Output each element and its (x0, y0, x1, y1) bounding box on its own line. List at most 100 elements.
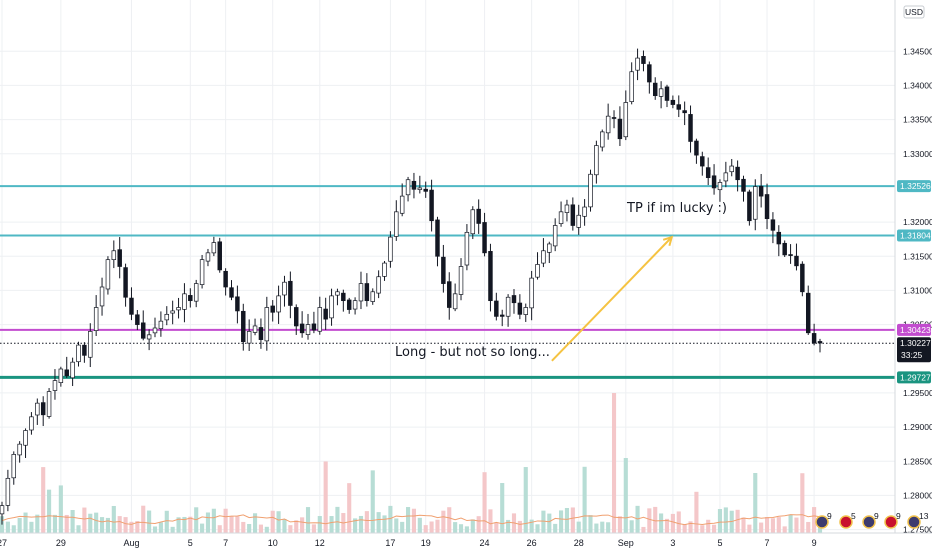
annotation-arrow-head (662, 235, 674, 247)
candle-body (141, 322, 146, 339)
time-tick-label: 9 (812, 538, 817, 548)
volume-bar (506, 519, 511, 533)
volume-bar (611, 393, 617, 533)
volume-bar (5, 521, 10, 533)
candle-body (764, 194, 770, 220)
candle-body (747, 191, 752, 222)
candle-body (723, 172, 729, 182)
event-markers[interactable]: 9 5 9 9 13 (815, 511, 929, 529)
volume-bar (458, 524, 464, 533)
volume-bar (211, 508, 216, 533)
time-tick-label: Sep (618, 538, 634, 548)
candle-body (441, 256, 446, 284)
volume-bar (529, 519, 534, 533)
candle-body (64, 369, 69, 377)
candle-body (376, 276, 381, 294)
price-axis-bg (895, 0, 932, 550)
volume-bar (294, 520, 299, 533)
time-axis-bg (0, 533, 932, 550)
volume-ma-line (1, 514, 821, 526)
volume-bar (347, 483, 352, 533)
candle-body (541, 250, 546, 264)
volume-bar (523, 467, 528, 533)
time-axis[interactable]: 27 29 Aug 5 7 10 12 17 19 24 26 28 Sep 3 5 7 9 (0, 532, 932, 550)
level-price-label: 1.31804 (900, 230, 931, 240)
price-tick-label: 1.31000 (903, 285, 932, 295)
economic-event-flag-icon[interactable] (907, 515, 921, 529)
candle-body (717, 182, 723, 191)
volume-bar (653, 506, 658, 533)
volume-bar (152, 526, 158, 533)
candle-body (164, 313, 170, 321)
annotations[interactable]: TP if im lucky :) Long - but not so long… (395, 201, 727, 362)
economic-event-flag-icon[interactable] (862, 515, 876, 529)
candle-body (58, 368, 64, 383)
last-price-badge[interactable] (897, 337, 931, 363)
candle-body (452, 293, 458, 310)
time-tick-label: 28 (574, 538, 584, 548)
time-tick-label: 26 (527, 538, 537, 548)
volume-bar (370, 470, 375, 533)
candle-body (311, 323, 317, 331)
volume-bar (264, 526, 269, 533)
candle-body (246, 331, 252, 344)
volume-bar (23, 512, 28, 533)
volume-bar (453, 522, 458, 533)
volume-bar (423, 525, 428, 533)
level-price-badge[interactable] (897, 180, 931, 193)
volume-bar (617, 516, 622, 533)
level-price-badge[interactable] (897, 371, 931, 384)
annotation-arrow-line[interactable] (551, 236, 673, 362)
candle-body (558, 211, 564, 225)
candle-body (199, 259, 205, 285)
volume-bar (717, 509, 723, 533)
volume-bar (229, 516, 234, 533)
volume-bar (629, 520, 634, 533)
price-tick-label: 1.33000 (903, 149, 932, 159)
economic-event-flag-icon[interactable] (884, 515, 898, 529)
candle-body (758, 185, 764, 197)
volume-bar (258, 524, 263, 533)
annotation-long-text[interactable]: Long - but not so long... (395, 345, 550, 360)
level-price-badge[interactable] (897, 323, 931, 336)
volume-bar (482, 472, 487, 533)
candle-body (223, 270, 228, 288)
currency-badge[interactable] (903, 5, 925, 19)
candle-body (411, 180, 417, 190)
candle-body (811, 333, 817, 344)
annotation-tp-text[interactable]: TP if im lucky :) (626, 201, 727, 216)
candle-body (264, 307, 270, 342)
volume-bar (311, 524, 316, 533)
volume-bar (47, 489, 52, 533)
candle-body (405, 179, 411, 196)
volume-bar (29, 521, 34, 533)
candles (0, 48, 823, 525)
volume-bar (500, 483, 505, 533)
volume-bar (741, 517, 746, 533)
volume-bar (70, 509, 75, 533)
candle-body (276, 295, 281, 313)
economic-event-flag-icon[interactable] (815, 515, 829, 529)
candle-body (76, 344, 81, 363)
volume-bar (582, 466, 587, 533)
level-price-badge[interactable] (897, 229, 931, 242)
candle-body (505, 296, 511, 317)
candle-body (205, 252, 211, 262)
volume-bar (35, 514, 40, 533)
time-tick-label: 29 (56, 538, 66, 548)
event-count-label: 9 (874, 511, 879, 521)
volume-bar (470, 519, 475, 533)
price-axis[interactable]: USD 1.34500 1.34000 1.33500 1.33000 1.32000 1… (894, 0, 932, 550)
candle-body (52, 380, 58, 391)
volume-bar (706, 519, 711, 533)
candle-body (499, 314, 505, 317)
level-price-label: 1.30423 (900, 325, 931, 335)
volume-bar (288, 525, 293, 533)
economic-event-flag-icon[interactable] (839, 515, 853, 529)
volume-bar (806, 521, 811, 533)
candle-body (470, 209, 476, 235)
candle-body (623, 102, 629, 138)
candle-body (670, 99, 676, 105)
